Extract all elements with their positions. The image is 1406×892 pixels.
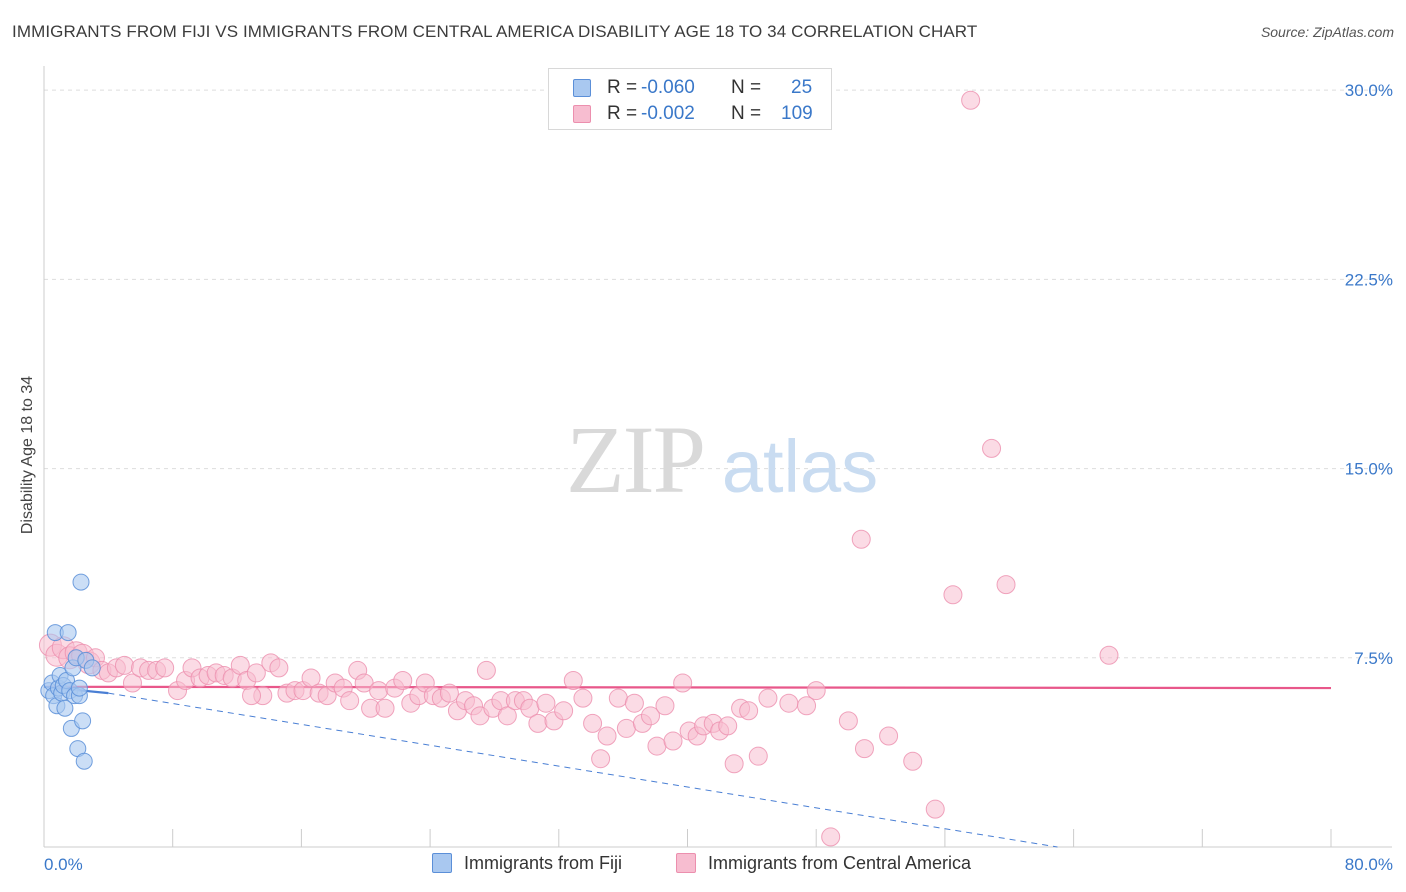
point-central-america xyxy=(655,696,675,716)
point-central-america xyxy=(925,799,945,819)
x-tick-labels: 0.0% 80.0% xyxy=(44,855,1393,874)
point-central-america xyxy=(597,726,617,746)
point-central-america xyxy=(647,736,667,756)
r-value: -0.060 xyxy=(641,77,695,98)
point-central-america xyxy=(301,668,321,688)
point-central-america xyxy=(246,663,266,683)
point-central-america xyxy=(1099,645,1119,665)
y-tick-label: 30.0% xyxy=(1345,81,1393,100)
x-tick-label: 80.0% xyxy=(1345,855,1393,874)
n-label: N = xyxy=(731,103,762,124)
point-central-america xyxy=(591,749,611,769)
point-central-america xyxy=(673,673,693,693)
point-central-america xyxy=(851,529,871,549)
point-central-america xyxy=(748,746,768,766)
legend-label: Immigrants from Fiji xyxy=(464,853,623,873)
point-central-america xyxy=(563,671,583,690)
point-central-america xyxy=(854,739,874,759)
point-central-america xyxy=(724,754,744,774)
chart-title: IMMIGRANTS FROM FIJI VS IMMIGRANTS FROM … xyxy=(12,22,978,41)
point-central-america xyxy=(536,693,556,713)
point-central-america xyxy=(903,751,923,771)
point-central-america xyxy=(122,673,142,693)
stats-legend: R = -0.060 N = 25 R = -0.002 N = 109 xyxy=(548,68,832,130)
point-central-america xyxy=(439,683,459,703)
r-label: R = xyxy=(607,103,638,124)
point-fiji xyxy=(83,659,101,677)
r-value: -0.002 xyxy=(641,103,695,124)
point-central-america xyxy=(497,706,517,726)
source-credit: Source: ZipAtlas.com xyxy=(1260,24,1394,40)
trend-lines xyxy=(43,685,1332,848)
central-america-swatch xyxy=(573,105,591,123)
point-fiji xyxy=(75,752,93,770)
point-central-america xyxy=(739,701,759,721)
point-central-america xyxy=(879,726,899,746)
point-central-america xyxy=(340,691,360,711)
point-central-america xyxy=(242,686,262,706)
point-central-america xyxy=(961,90,981,110)
legend-label: Immigrants from Central America xyxy=(708,853,972,873)
point-central-america xyxy=(943,585,963,605)
point-central-america xyxy=(393,671,413,690)
point-central-america xyxy=(554,701,574,721)
point-fiji xyxy=(56,699,74,717)
central-america-swatch xyxy=(676,853,696,873)
n-value: 109 xyxy=(781,103,813,124)
y-tick-label: 7.5% xyxy=(1354,649,1393,668)
point-fiji xyxy=(59,624,77,642)
point-central-america xyxy=(779,693,799,713)
point-central-america xyxy=(758,688,778,708)
point-fiji xyxy=(74,712,92,730)
point-central-america xyxy=(806,681,826,701)
fiji-swatch xyxy=(432,853,452,873)
y-tick-label: 15.0% xyxy=(1345,460,1393,479)
gridlines xyxy=(44,89,1392,659)
x-tick-label: 0.0% xyxy=(44,855,83,874)
point-central-america xyxy=(640,706,660,726)
point-fiji xyxy=(72,573,90,591)
point-central-america xyxy=(797,696,817,716)
point-central-america xyxy=(982,438,1002,458)
point-central-america xyxy=(663,731,683,751)
point-central-america xyxy=(608,688,628,708)
point-fiji xyxy=(70,679,88,697)
point-central-america xyxy=(838,711,858,731)
r-label: R = xyxy=(607,77,638,98)
point-central-america xyxy=(616,718,636,738)
series-fiji xyxy=(40,573,101,770)
series-central-america xyxy=(38,90,1119,847)
point-central-america xyxy=(718,716,738,736)
fiji-swatch xyxy=(573,79,591,97)
point-central-america xyxy=(528,713,548,733)
point-central-america xyxy=(583,713,603,733)
point-central-america xyxy=(476,660,496,680)
point-central-america xyxy=(821,827,841,847)
y-tick-label: 22.5% xyxy=(1345,270,1393,289)
n-value: 25 xyxy=(791,77,813,98)
n-label: N = xyxy=(731,77,762,98)
y-tick-labels: 7.5% 15.0% 22.5% 30.0% xyxy=(1345,81,1393,668)
point-central-america xyxy=(269,658,289,678)
point-central-america xyxy=(624,693,644,713)
y-axis-label: Disability Age 18 to 34 xyxy=(19,375,36,535)
axes xyxy=(43,66,1392,848)
watermark-atlas: atlas xyxy=(722,425,878,508)
point-central-america xyxy=(996,575,1016,595)
point-central-america xyxy=(573,688,593,708)
point-central-america xyxy=(155,658,175,678)
watermark-zip: ZIP xyxy=(566,406,704,513)
point-central-america xyxy=(375,698,395,718)
point-central-america xyxy=(114,655,134,675)
point-central-america xyxy=(369,681,389,701)
